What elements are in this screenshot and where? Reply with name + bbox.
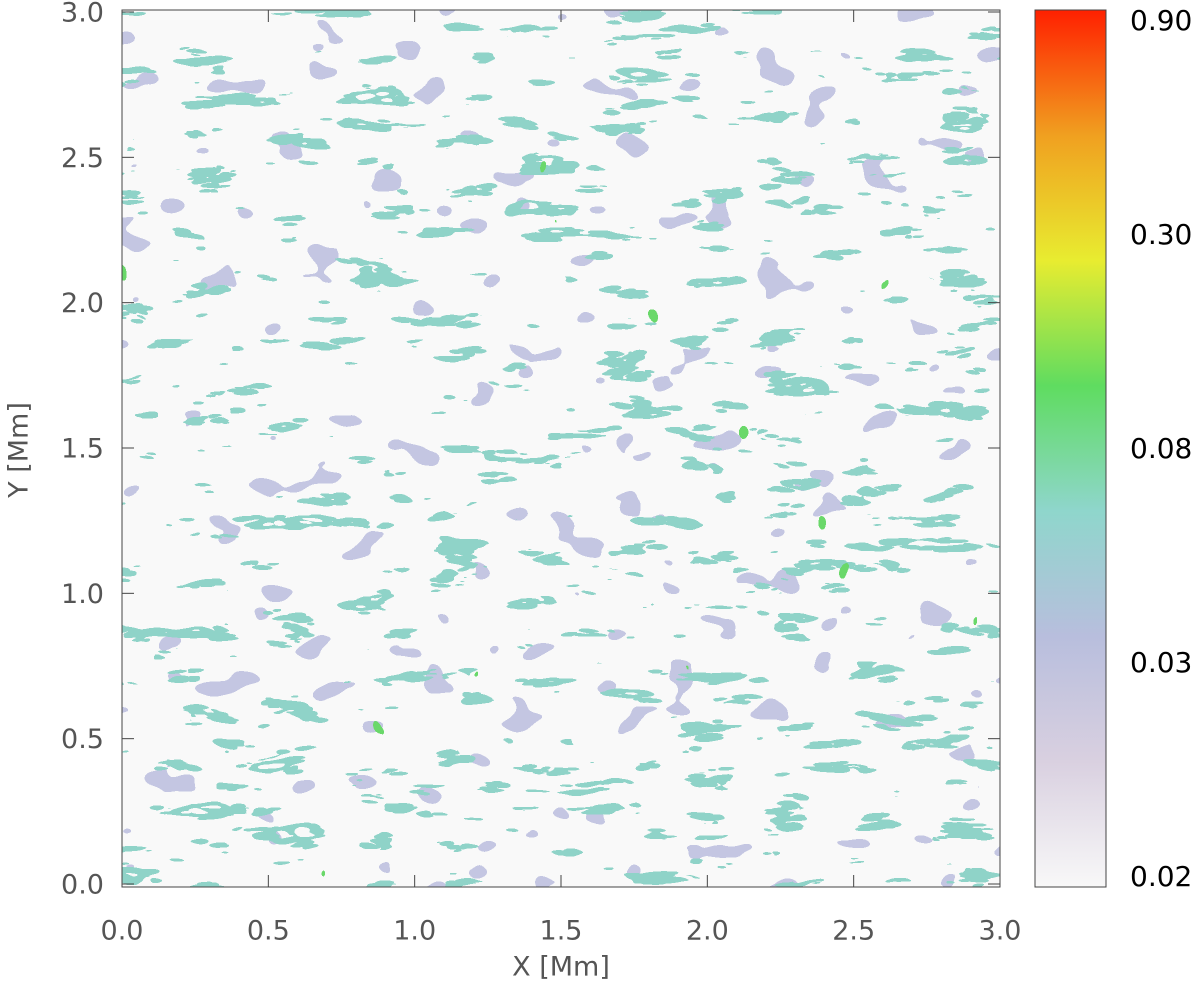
x-tick-label: 0.5	[247, 916, 290, 947]
colorbar-tick-label: 0.03	[1130, 646, 1192, 679]
y-tick-label: 1.5	[61, 434, 104, 465]
y-axis-label: Y [Mm]	[4, 402, 35, 499]
y-tick-label: 0.0	[61, 870, 104, 901]
y-tick-label: 2.0	[61, 288, 104, 319]
y-tick-label: 1.0	[61, 579, 104, 610]
colorbar	[1034, 9, 1107, 888]
colorbar-tick-label: 0.02	[1130, 860, 1192, 893]
x-tick-label: 1.5	[540, 916, 583, 947]
y-tick-label: 0.5	[61, 724, 104, 755]
y-tick-label: 3.0	[61, 0, 104, 29]
x-tick-label: 2.0	[686, 916, 729, 947]
x-tick-label: 1.0	[393, 916, 436, 947]
y-tick-label: 2.5	[61, 143, 104, 174]
colorbar-tick-label: 0.90	[1130, 4, 1192, 37]
field-texture	[122, 10, 1000, 887]
x-tick-label: 0.0	[101, 916, 144, 947]
x-axis-label: X [Mm]	[512, 952, 610, 983]
colorbar-tick-label: 0.08	[1130, 432, 1192, 465]
x-tick-label: 2.5	[832, 916, 875, 947]
heatmap-field	[122, 10, 1000, 887]
x-tick-label: 3.0	[979, 916, 1022, 947]
colorbar-tick-label: 0.30	[1130, 218, 1192, 251]
